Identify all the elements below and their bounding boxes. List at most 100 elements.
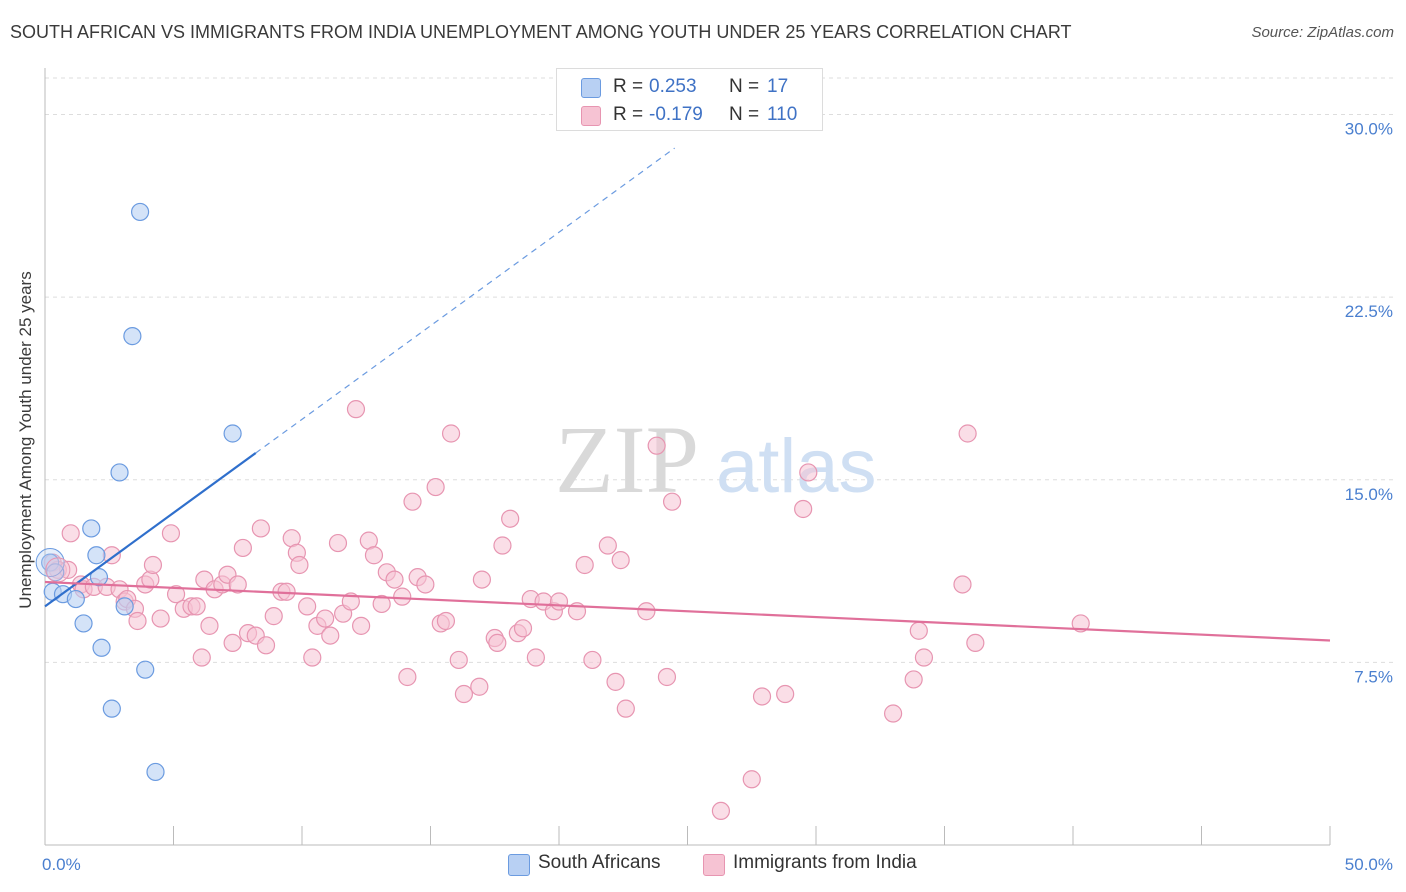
india-point xyxy=(454,684,474,704)
legend-n-label: N = xyxy=(729,104,760,125)
india-point xyxy=(128,611,147,631)
india-point xyxy=(909,621,928,640)
india-point xyxy=(200,616,219,635)
india-point xyxy=(192,648,211,667)
points-layer xyxy=(35,202,1090,821)
india-point xyxy=(161,524,181,543)
south-african-point xyxy=(115,597,134,616)
india-point xyxy=(341,592,360,611)
india-point xyxy=(228,575,247,594)
chart-title: SOUTH AFRICAN VS IMMIGRANTS FROM INDIA U… xyxy=(10,22,1072,42)
india-point xyxy=(914,648,934,667)
india-point xyxy=(549,592,569,611)
india-point xyxy=(393,587,412,606)
india-point xyxy=(958,424,977,443)
legend-row-immigrants-india: R = -0.179 N = 110 xyxy=(557,101,822,129)
india-point xyxy=(352,616,371,635)
legend-r-value: -0.179 xyxy=(649,104,703,125)
south-african-point xyxy=(130,202,150,222)
south-african-point xyxy=(146,762,165,782)
india-point xyxy=(583,650,602,670)
india-point xyxy=(233,538,252,558)
india-point xyxy=(472,570,491,589)
south-african-point xyxy=(89,568,109,587)
india-point xyxy=(61,524,80,543)
y-tick-label: 15.0% xyxy=(1345,485,1393,504)
chart-source: Source: ZipAtlas.com xyxy=(1251,24,1394,41)
pink-swatch-icon xyxy=(703,854,725,876)
y-axis-label-container: Unemployment Among Youth under 25 years xyxy=(6,110,46,770)
india-point xyxy=(966,633,985,653)
india-point xyxy=(303,648,322,667)
axis-layer: 7.5% 15.0% 22.5% 30.0% 0.0% 50.0% xyxy=(42,68,1393,874)
india-point xyxy=(166,585,186,604)
india-point xyxy=(742,770,761,789)
legend-r-label: R = xyxy=(613,76,644,97)
india-point xyxy=(611,551,630,570)
india-point xyxy=(493,536,512,555)
y-tick-label: 22.5% xyxy=(1345,302,1393,321)
india-trend-line xyxy=(44,580,1331,642)
india-point xyxy=(488,633,507,653)
india-point xyxy=(364,546,384,565)
south-african-trend-line xyxy=(44,452,257,608)
india-point xyxy=(449,650,468,670)
india-point xyxy=(441,424,461,443)
y-axis-label: Unemployment Among Youth under 25 years xyxy=(16,271,35,609)
india-point xyxy=(321,626,340,645)
south-african-point-large xyxy=(35,548,65,578)
watermark: ZIP atlas xyxy=(555,406,877,513)
india-point xyxy=(606,672,625,691)
india-point xyxy=(398,667,417,687)
india-point xyxy=(776,684,795,704)
india-point xyxy=(883,704,903,723)
india-point xyxy=(416,575,435,594)
india-point xyxy=(403,492,422,511)
legend-n-value: 110 xyxy=(767,104,798,125)
india-point xyxy=(385,570,404,589)
south-african-point xyxy=(92,638,111,657)
india-point xyxy=(799,463,818,482)
legend-n-value: 17 xyxy=(767,76,789,97)
india-point xyxy=(290,555,309,575)
india-point xyxy=(346,400,366,419)
legend-r-value: 0.253 xyxy=(649,76,697,97)
india-point xyxy=(501,509,520,528)
india-point xyxy=(298,597,317,616)
india-point xyxy=(662,492,682,511)
india-point xyxy=(711,801,731,821)
series-legend: South Africans Immigrants from India xyxy=(0,852,1406,878)
india-point xyxy=(372,594,391,614)
india-point-large xyxy=(45,557,71,583)
india-point xyxy=(637,602,656,621)
legend-label-immigrants-india: Immigrants from India xyxy=(733,852,917,873)
india-point xyxy=(151,609,170,628)
south-african-point xyxy=(223,424,242,443)
trend-layer xyxy=(44,147,1331,642)
india-point xyxy=(953,575,972,594)
south-african-point xyxy=(102,699,121,718)
india-point xyxy=(470,677,489,696)
legend-r-label: R = xyxy=(613,104,644,125)
legend-row-south-africans: R = 0.253 N = 17 xyxy=(557,73,822,101)
south-african-point xyxy=(136,660,155,679)
watermark-atlas: atlas xyxy=(716,424,877,509)
india-point xyxy=(1071,614,1090,633)
south-african-point xyxy=(66,589,85,609)
india-point xyxy=(426,477,445,497)
south-african-trend-extension xyxy=(255,147,676,454)
legend-label-south-africans: South Africans xyxy=(538,852,661,873)
india-point xyxy=(251,519,270,538)
india-point xyxy=(904,670,923,689)
india-point xyxy=(513,619,533,638)
blue-swatch-icon xyxy=(581,78,601,98)
india-point xyxy=(328,533,348,553)
india-point xyxy=(526,648,545,667)
y-tick-label: 30.0% xyxy=(1345,120,1393,139)
india-point xyxy=(256,636,276,655)
x-tick-label-min: 0.0% xyxy=(42,855,81,874)
india-point xyxy=(143,555,163,575)
india-point xyxy=(794,499,813,519)
pink-swatch-icon xyxy=(581,106,601,126)
